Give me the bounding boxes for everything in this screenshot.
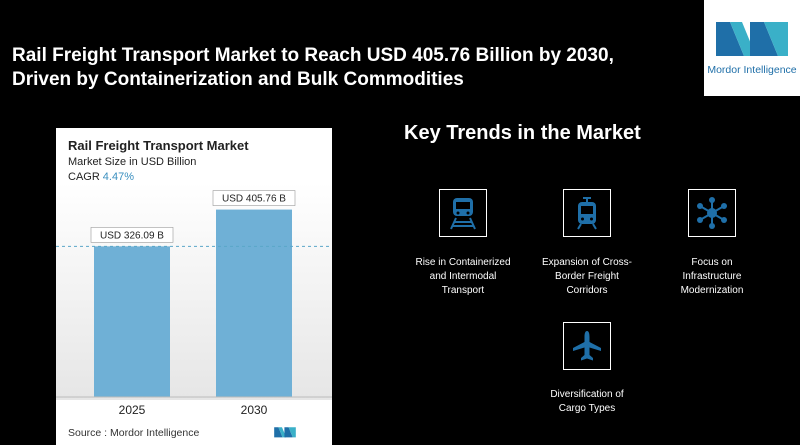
- headline: Rail Freight Transport Market to Reach U…: [12, 44, 692, 92]
- cagr-text: CAGR 4.47%: [68, 171, 134, 183]
- logo-text: Mordor Intelligence: [707, 64, 797, 76]
- trend-line: Corridors: [566, 285, 608, 296]
- data-label-2025: USD 326.09 B: [100, 230, 164, 241]
- trend-item-infrastructure: Focus on Infrastructure Modernization: [637, 256, 787, 298]
- source-text: Source : Mordor Intelligence: [68, 427, 200, 439]
- headline-line-1: Rail Freight Transport Market to Reach U…: [12, 45, 614, 66]
- trend-item-cargo-types: Diversification of Cargo Types: [512, 388, 662, 416]
- trend-line: Rise in Containerized: [415, 257, 511, 268]
- mordor-logo-icon: [716, 22, 788, 56]
- trend-line: Expansion of Cross-: [541, 257, 633, 268]
- key-trends-title: Key Trends in the Market: [404, 122, 641, 144]
- cagr-label: CAGR: [68, 171, 100, 183]
- data-label-box-2025: [90, 227, 174, 243]
- bar-2025: [94, 246, 170, 397]
- headline-line-2: Driven by Containerization and Bulk Comm…: [12, 69, 464, 90]
- bar-2030: [216, 209, 292, 397]
- airplane-icon: [573, 331, 601, 361]
- data-label-box-2030: [212, 190, 296, 206]
- trend-item-containerized: Rise in Containerized and Intermodal Tra…: [388, 256, 538, 298]
- trend-line: and Intermodal: [429, 271, 497, 282]
- tram-icon: [577, 197, 597, 230]
- train-tracks-icon: [450, 198, 476, 230]
- card-subtitle: Market Size in USD Billion: [68, 156, 197, 168]
- x-tick-label-2025: 2025: [119, 403, 146, 417]
- cagr-value: 4.47%: [102, 171, 134, 183]
- airplane-icon-box: [563, 322, 611, 370]
- trend-line: Focus on: [691, 257, 733, 268]
- bar-chart: USD 326.09 B 2025 USD 405.76 B 2030: [56, 183, 332, 417]
- network-hub-icon: [697, 197, 727, 229]
- trend-line: Modernization: [680, 285, 744, 296]
- trend-line: Cargo Types: [558, 403, 616, 414]
- source-logo-icon: [274, 427, 296, 438]
- trend-line: Diversification of: [550, 389, 624, 400]
- x-tick-label-2030: 2030: [241, 403, 268, 417]
- mordor-logo: Mordor Intelligence: [704, 0, 800, 96]
- network-hub-icon-box: [688, 189, 736, 237]
- data-label-2030: USD 405.76 B: [222, 194, 286, 205]
- tram-icon-box: [563, 189, 611, 237]
- train-tracks-icon-box: [439, 189, 487, 237]
- trend-item-cross-border: Expansion of Cross- Border Freight Corri…: [512, 256, 662, 298]
- market-card: USD 326.09 B 2025 USD 405.76 B 2030 Rail Fr…: [56, 128, 332, 445]
- trend-line: Transport: [441, 285, 485, 296]
- card-title: Rail Freight Transport Market: [68, 138, 249, 153]
- trend-line: Infrastructure: [682, 271, 742, 282]
- trend-line: Border Freight: [555, 271, 619, 282]
